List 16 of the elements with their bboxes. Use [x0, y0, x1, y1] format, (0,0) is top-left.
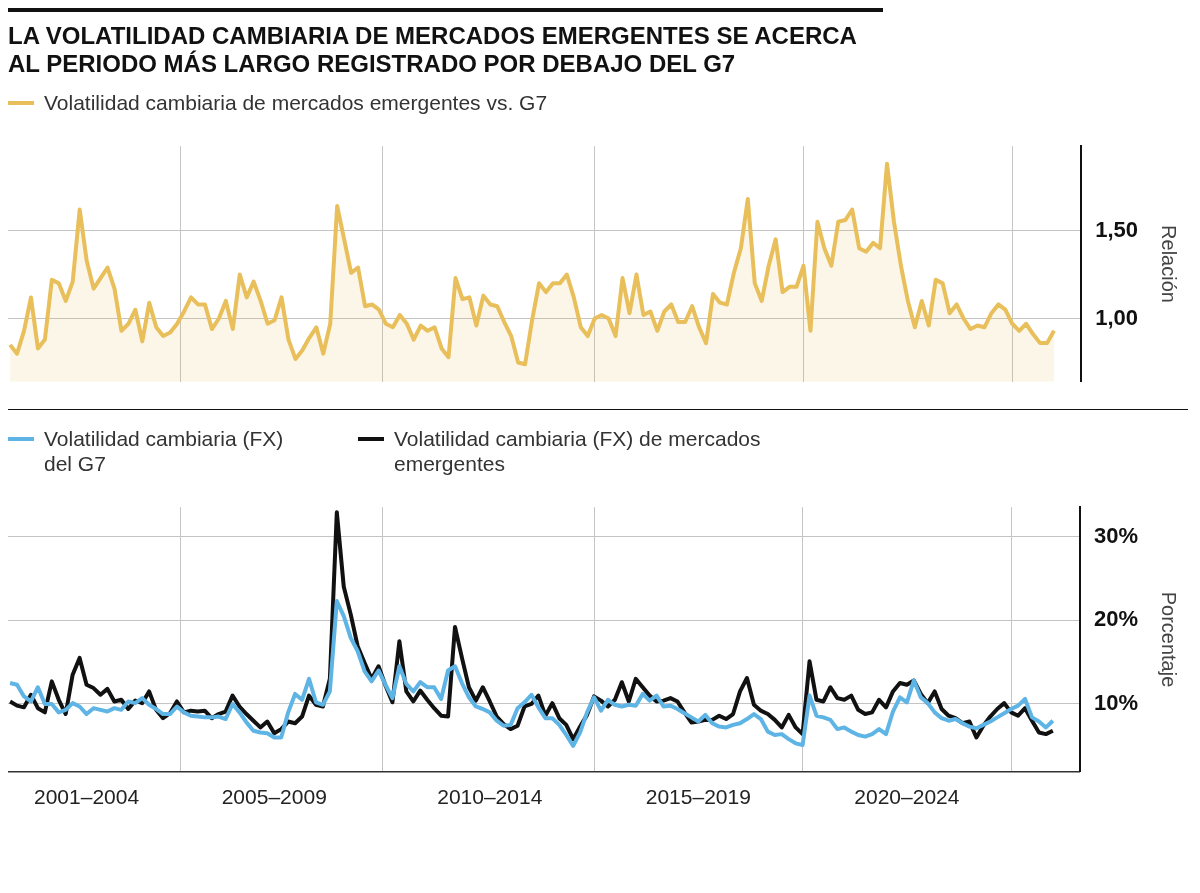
y-tick-label: 10%: [1093, 690, 1139, 716]
y-axis-title: Porcentaje: [1158, 591, 1181, 688]
legend-label: Volatilidad cambiaria de mercados emergentes vs. G7: [44, 90, 548, 115]
y-tick-label: 30%: [1093, 522, 1139, 548]
y-tick-label: 1,00: [1095, 304, 1139, 330]
x-tick-label: 2005–2009: [221, 785, 327, 809]
chart-title: LA VOLATILIDAD CAMBIARIA DE MERCADOS EMERGENTES SE ACERCA AL PERIODO MÁS LARGO REGISTRADO POR DEBAJO DEL G7: [8, 8, 883, 78]
y-axis-title: Relación: [1158, 225, 1181, 303]
x-tick-label: 2020–2024: [854, 785, 960, 809]
y-tick-label: 20%: [1093, 606, 1139, 632]
legend-label: Volatilidad cambiaria (FX) del G7: [44, 426, 285, 476]
x-tick-label: 2015–2019: [645, 785, 751, 809]
legend-label: Volatilidad cambiaria (FX) de mercados emergentes: [394, 426, 762, 476]
y-tick-label: 1,50: [1095, 216, 1139, 242]
x-tick-label: 2001–2004: [33, 785, 140, 809]
x-tick-label: 2010–2014: [437, 785, 543, 809]
